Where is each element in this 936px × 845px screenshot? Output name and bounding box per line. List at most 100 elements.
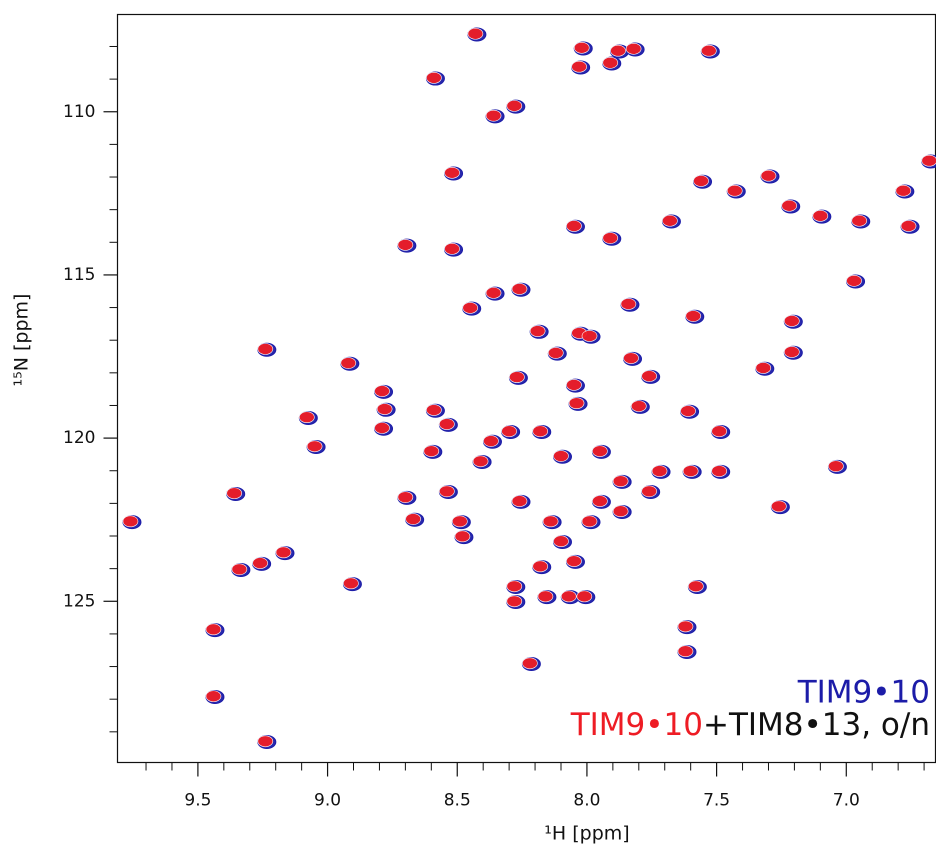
peak xyxy=(592,495,608,507)
peak xyxy=(343,577,359,590)
peak xyxy=(828,460,844,472)
peak xyxy=(275,546,292,559)
peak xyxy=(771,500,787,513)
peak xyxy=(553,450,569,462)
peak xyxy=(439,418,455,430)
peak xyxy=(560,590,577,603)
peak xyxy=(374,422,390,434)
legend-entry: TIM9•10 xyxy=(797,675,930,711)
legend-entry: TIM9•10+TIM8•13, o/n xyxy=(570,707,930,743)
peak xyxy=(610,44,626,57)
peak xyxy=(612,505,629,518)
x-tick-label: 9.0 xyxy=(314,791,341,811)
peak xyxy=(921,154,936,167)
peak xyxy=(426,404,442,416)
peak xyxy=(426,72,442,84)
peak xyxy=(755,362,772,374)
peak xyxy=(444,243,460,255)
peak xyxy=(444,166,460,179)
peak xyxy=(454,530,471,543)
x-tick-label: 8.0 xyxy=(573,791,600,811)
x-tick-label: 7.0 xyxy=(833,791,860,811)
peak xyxy=(693,175,709,187)
peak xyxy=(688,580,704,593)
peak xyxy=(895,184,912,197)
peak xyxy=(662,214,678,227)
peak xyxy=(602,57,619,69)
peak xyxy=(529,325,546,337)
peak xyxy=(630,400,647,412)
peak xyxy=(581,515,598,528)
peak xyxy=(205,623,222,636)
peak xyxy=(522,657,538,670)
x-axis-label: ¹H [ppm] xyxy=(544,823,629,845)
peak xyxy=(252,557,268,569)
peak xyxy=(548,347,564,359)
peak xyxy=(397,239,414,251)
peak xyxy=(711,465,727,477)
peak xyxy=(511,283,528,295)
peak xyxy=(625,42,642,55)
peak xyxy=(568,397,585,409)
peak xyxy=(784,315,800,327)
peak xyxy=(620,298,637,310)
peak xyxy=(900,220,917,232)
peak xyxy=(467,27,484,40)
peak xyxy=(677,645,694,658)
peak xyxy=(542,515,559,528)
peak xyxy=(511,495,528,507)
peak xyxy=(532,425,549,438)
peak xyxy=(812,210,829,222)
y-tick-label: 115 xyxy=(63,265,95,285)
peak xyxy=(509,371,525,383)
x-tick-label: 8.5 xyxy=(444,791,471,811)
peak xyxy=(623,352,639,364)
peak xyxy=(553,535,569,548)
peak xyxy=(299,411,315,424)
peak xyxy=(374,385,390,397)
peak xyxy=(376,403,393,415)
peak xyxy=(685,310,702,322)
peak xyxy=(439,485,455,498)
peak xyxy=(306,440,323,453)
peak xyxy=(677,620,694,633)
peak xyxy=(846,275,862,287)
x-tick-label: 7.5 xyxy=(703,791,730,811)
peak xyxy=(851,214,868,227)
peak xyxy=(566,220,582,232)
plot-frame xyxy=(116,13,936,764)
peak xyxy=(485,109,502,122)
peak xyxy=(257,343,274,355)
peak xyxy=(566,379,582,391)
peak xyxy=(680,405,696,417)
peak xyxy=(682,465,699,477)
peak xyxy=(576,590,593,603)
peak xyxy=(405,513,421,525)
peak xyxy=(205,690,222,703)
peak xyxy=(726,184,743,197)
peak xyxy=(472,455,489,468)
peak xyxy=(532,560,549,573)
peak xyxy=(501,425,517,438)
peak xyxy=(641,485,657,498)
peak xyxy=(506,595,523,608)
peak xyxy=(651,465,668,477)
peak xyxy=(506,580,523,593)
peak xyxy=(257,735,274,748)
peak xyxy=(483,435,499,447)
peak xyxy=(485,287,502,299)
peak xyxy=(397,491,414,503)
peak xyxy=(571,60,587,73)
peak xyxy=(566,555,582,567)
y-tick-label: 110 xyxy=(63,102,95,122)
peak xyxy=(641,370,657,382)
peak xyxy=(760,169,777,182)
peak xyxy=(711,425,727,438)
peak xyxy=(537,590,554,603)
peak xyxy=(462,302,479,314)
peak xyxy=(701,44,717,57)
peak xyxy=(784,346,800,358)
peak xyxy=(573,41,590,54)
peak xyxy=(122,515,139,528)
